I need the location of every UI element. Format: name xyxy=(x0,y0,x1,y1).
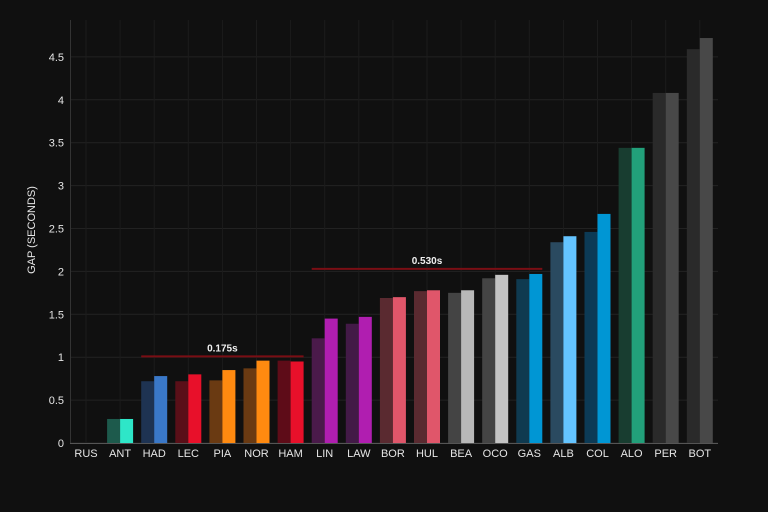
bar-pia-a xyxy=(209,380,223,443)
bar-hul-b xyxy=(427,290,440,443)
bar-ant-a xyxy=(107,418,121,443)
bar-alo-b xyxy=(631,147,645,443)
x-tick-label: HAD xyxy=(143,448,166,460)
y-tick-label: 0 xyxy=(58,438,64,450)
y-tick-label: 4.5 xyxy=(49,52,64,64)
x-tick-label: ALO xyxy=(621,448,643,460)
bar-bot-a xyxy=(686,49,700,443)
bar-alo-a xyxy=(618,147,632,443)
bar-had-a xyxy=(141,381,155,443)
bar-gas-a xyxy=(516,279,530,443)
y-tick-label: 3 xyxy=(58,181,64,193)
bar-per-b xyxy=(665,92,679,443)
bar-nor-b xyxy=(256,360,270,443)
bar-per-a xyxy=(652,92,666,443)
x-tick-label: BOR xyxy=(381,448,405,460)
x-tick-label: GAS xyxy=(518,448,541,460)
x-tick-label: NOR xyxy=(244,448,269,460)
y-axis-label: GAP (SECONDS) xyxy=(26,186,38,274)
x-tick-label: HAM xyxy=(278,448,302,460)
bar-bot-b xyxy=(699,38,713,444)
y-tick-label: 1 xyxy=(58,352,64,364)
bar-lin-a xyxy=(311,338,325,443)
bar-lec-a xyxy=(175,381,189,443)
x-tick-label: RUS xyxy=(74,448,97,460)
x-tick-label: ALB xyxy=(553,448,574,460)
y-tick-label: 2.5 xyxy=(49,224,64,236)
bar-lec-b xyxy=(188,374,202,443)
bar-bor-a xyxy=(379,297,393,443)
bar-nor-a xyxy=(243,368,257,443)
x-tick-label: HUL xyxy=(416,448,438,460)
bar-hul-a xyxy=(414,291,427,443)
bar-gas-b xyxy=(529,273,543,443)
bar-col-b xyxy=(597,213,611,443)
x-tick-label: PIA xyxy=(214,448,232,460)
x-tick-label: ANT xyxy=(109,448,131,460)
bar-ham-a xyxy=(277,360,291,443)
bar-bea-a xyxy=(448,292,462,443)
x-tick-label: LIN xyxy=(316,448,333,460)
gap-annotation-label: 0.175s xyxy=(207,343,238,354)
bar-oco-a xyxy=(482,278,496,443)
bar-lin-b xyxy=(324,318,338,443)
bar-alb-a xyxy=(550,242,564,443)
bar-col-a xyxy=(584,231,598,443)
x-tick-label: OCO xyxy=(483,448,509,460)
y-tick-label: 3.5 xyxy=(49,138,64,150)
x-tick-label: BEA xyxy=(450,448,473,460)
bar-ant-b xyxy=(120,418,134,443)
bar-oco-b xyxy=(495,274,509,443)
y-tick-label: 1.5 xyxy=(49,309,64,321)
axes: 0 0.5 1 1.5 2 2.5 3 3.5 4 4.5 RUS ANT HAD LEC PIA NOR HA… xyxy=(49,20,718,460)
bar-law-b xyxy=(358,316,372,443)
bar-alb-b xyxy=(563,236,577,443)
y-tick-label: 2 xyxy=(58,266,64,278)
x-tick-label: LAW xyxy=(347,448,371,460)
bar-had-b xyxy=(154,376,168,443)
gap-annotation-label: 0.530s xyxy=(412,256,443,267)
x-tick-label: COL xyxy=(586,448,609,460)
y-tick-label: 4 xyxy=(58,95,64,107)
annotations: 0.175s 0.530s xyxy=(141,256,543,358)
bar-bor-b xyxy=(392,297,406,443)
bar-bea-b xyxy=(461,290,475,443)
bar-law-a xyxy=(345,323,359,443)
y-tick-label: 0.5 xyxy=(49,395,64,407)
bar-ham-b xyxy=(290,361,304,443)
bars xyxy=(107,38,713,444)
x-tick-label: BOT xyxy=(688,448,711,460)
bar-pia-b xyxy=(222,370,236,443)
x-tick-label: LEC xyxy=(178,448,199,460)
x-tick-label: PER xyxy=(654,448,677,460)
